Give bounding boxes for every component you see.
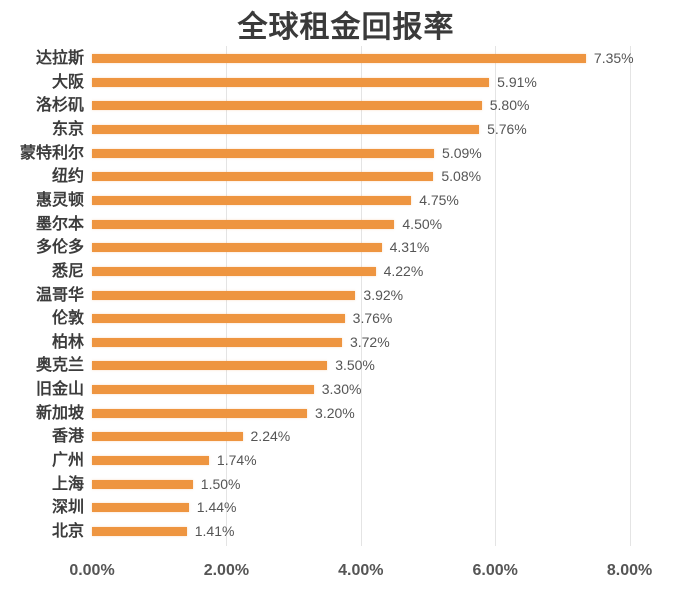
value-label: 5.08%	[441, 168, 482, 185]
x-axis-tick-label: 4.00%	[338, 562, 384, 579]
value-label: 2.24%	[250, 428, 291, 445]
category-label: 奥克兰	[35, 355, 84, 375]
category-label: 多伦多	[35, 237, 84, 257]
bar-row: 蒙特利尔 5.09%	[0, 143, 692, 163]
value-label: 1.74%	[216, 452, 257, 469]
bar	[92, 172, 434, 182]
bar-row: 悉尼 4.22%	[0, 261, 692, 281]
bar	[92, 337, 342, 347]
bar	[92, 148, 435, 158]
category-label: 洛杉矶	[35, 95, 84, 115]
category-label: 新加坡	[35, 402, 84, 422]
value-label: 5.76%	[487, 120, 527, 137]
bar	[92, 385, 314, 395]
bar	[92, 54, 586, 63]
value-label: 7.35%	[593, 50, 634, 66]
bar	[92, 479, 193, 489]
value-label: 3.76%	[352, 310, 393, 327]
bar-row: 深圳 1.44%	[0, 497, 692, 517]
bar	[92, 503, 189, 513]
x-axis-tick-label: 0.00%	[69, 562, 115, 579]
chart-title: 全球租金回报率	[237, 10, 455, 45]
bar-row: 北京 1.41%	[0, 521, 692, 541]
bar-row: 新加坡 3.20%	[0, 403, 692, 423]
bar-row: 温哥华 3.92%	[0, 285, 692, 305]
category-label: 东京	[51, 118, 84, 138]
gridline-6	[495, 46, 497, 546]
x-axis-tick-label: 8.00%	[606, 562, 653, 579]
category-label: 深圳	[51, 497, 84, 517]
value-label: 5.09%	[442, 144, 482, 161]
value-label: 3.50%	[335, 357, 375, 374]
bar-row: 香港 2.24%	[0, 426, 692, 446]
category-label: 广州	[51, 450, 84, 470]
category-label: 达拉斯	[35, 48, 84, 67]
category-label: 上海	[51, 473, 84, 493]
category-label: 温哥华	[35, 284, 84, 304]
bar	[92, 290, 356, 300]
value-label: 4.75%	[419, 191, 459, 208]
value-label: 4.22%	[383, 262, 424, 279]
value-label: 1.41%	[194, 523, 235, 539]
x-axis-tick-label: 2.00%	[203, 562, 250, 579]
category-label: 大阪	[51, 71, 84, 91]
category-label: 墨尔本	[35, 213, 84, 233]
value-label: 3.92%	[363, 286, 404, 303]
bar-row: 多伦多 4.31%	[0, 237, 692, 257]
x-axis-tick-label: 6.00%	[472, 562, 518, 579]
bar-row: 伦敦 3.76%	[0, 308, 692, 328]
category-label: 旧金山	[35, 379, 84, 399]
value-label: 3.30%	[321, 381, 362, 398]
category-label: 伦敦	[51, 308, 84, 328]
bar-row: 大阪 5.91%	[0, 72, 692, 92]
bar-row: 纽约 5.08%	[0, 166, 692, 186]
bar-row: 墨尔本 4.50%	[0, 214, 692, 234]
category-label: 北京	[51, 521, 84, 540]
bar	[92, 361, 328, 371]
bar-row: 东京 5.76%	[0, 119, 692, 139]
bar-row: 洛杉矶 5.80%	[0, 95, 692, 115]
bar	[92, 266, 376, 276]
bar	[92, 456, 209, 466]
value-label: 5.91%	[497, 73, 537, 90]
value-label: 3.72%	[349, 333, 390, 350]
bar	[92, 219, 395, 229]
bar-row: 旧金山 3.30%	[0, 379, 692, 399]
value-label: 4.50%	[402, 215, 443, 232]
value-label: 5.80%	[489, 97, 530, 114]
category-label: 纽约	[51, 166, 84, 186]
bar	[92, 195, 412, 205]
bar	[92, 408, 308, 418]
bar	[92, 314, 345, 324]
category-label: 蒙特利尔	[19, 142, 84, 162]
category-label: 悉尼	[51, 260, 84, 280]
bar-row: 上海 1.50%	[0, 474, 692, 494]
category-label: 柏林	[51, 331, 84, 351]
bar-row: 奥克兰 3.50%	[0, 355, 692, 375]
gridline-8	[629, 46, 631, 546]
category-label: 惠灵顿	[35, 189, 84, 209]
value-label: 4.31%	[389, 239, 430, 256]
bar	[92, 432, 243, 442]
bar	[92, 101, 482, 111]
gridline-4	[360, 46, 362, 546]
value-label: 1.50%	[200, 475, 241, 492]
bar	[92, 243, 382, 253]
bar-row: 广州 1.74%	[0, 450, 692, 470]
bar	[92, 77, 490, 87]
bar-row: 达拉斯 7.35%	[0, 48, 692, 68]
value-label: 1.44%	[196, 499, 237, 516]
bar-row: 惠灵顿 4.75%	[0, 190, 692, 210]
value-label: 3.20%	[315, 404, 355, 421]
category-label: 香港	[51, 426, 84, 446]
bar-row: 柏林 3.72%	[0, 332, 692, 352]
bar	[92, 124, 480, 134]
bar	[92, 527, 187, 536]
